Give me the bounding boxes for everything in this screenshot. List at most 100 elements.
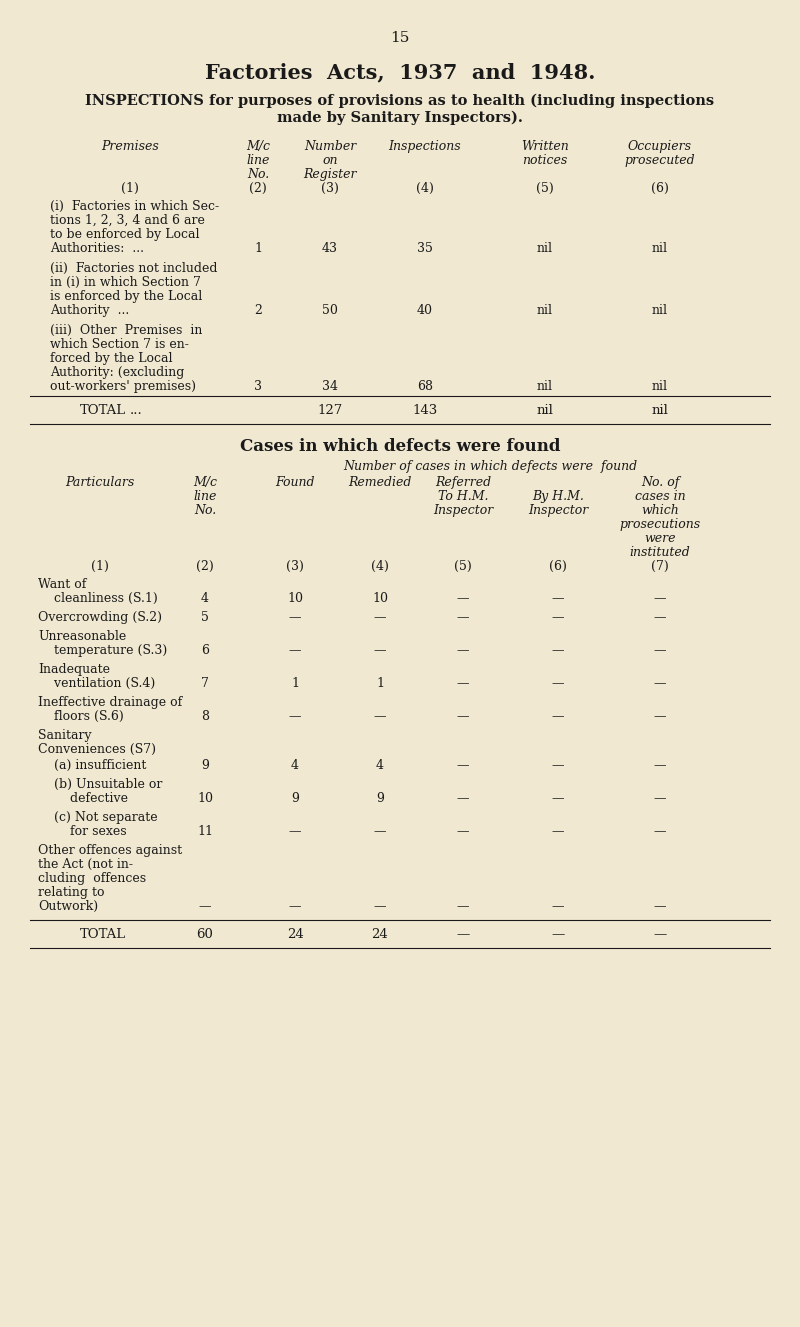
Text: nil: nil [651, 403, 669, 417]
Text: on: on [322, 154, 338, 167]
Text: is enforced by the Local: is enforced by the Local [50, 291, 202, 303]
Text: 9: 9 [201, 759, 209, 772]
Text: —: — [654, 644, 666, 657]
Text: 9: 9 [291, 792, 299, 805]
Text: To H.M.: To H.M. [438, 490, 488, 503]
Text: —: — [552, 825, 564, 837]
Text: 7: 7 [201, 677, 209, 690]
Text: prosecutions: prosecutions [619, 518, 701, 531]
Text: Authorities:  ...: Authorities: ... [50, 242, 144, 255]
Text: ...: ... [130, 403, 142, 417]
Text: for sexes: for sexes [38, 825, 126, 837]
Text: —: — [289, 610, 302, 624]
Text: were: were [644, 532, 676, 545]
Text: 143: 143 [412, 403, 438, 417]
Text: 10: 10 [197, 792, 213, 805]
Text: Cases in which defects were found: Cases in which defects were found [240, 438, 560, 455]
Text: Number of cases in which defects were  found: Number of cases in which defects were fo… [343, 460, 637, 472]
Text: —: — [654, 928, 666, 941]
Text: defective: defective [38, 792, 128, 805]
Text: —: — [289, 644, 302, 657]
Text: cluding  offences: cluding offences [38, 872, 146, 885]
Text: Outwork): Outwork) [38, 900, 98, 913]
Text: No.: No. [247, 169, 269, 180]
Text: to be enforced by Local: to be enforced by Local [50, 228, 199, 242]
Text: 43: 43 [322, 242, 338, 255]
Text: Want of: Want of [38, 579, 86, 591]
Text: 1: 1 [291, 677, 299, 690]
Text: (6): (6) [651, 182, 669, 195]
Text: —: — [552, 644, 564, 657]
Text: —: — [654, 710, 666, 723]
Text: (1): (1) [91, 560, 109, 573]
Text: Inspections: Inspections [389, 141, 462, 153]
Text: Other offences against: Other offences against [38, 844, 182, 857]
Text: —: — [654, 900, 666, 913]
Text: relating to: relating to [38, 886, 105, 898]
Text: 10: 10 [287, 592, 303, 605]
Text: prosecuted: prosecuted [625, 154, 695, 167]
Text: Particulars: Particulars [66, 476, 134, 490]
Text: nil: nil [652, 380, 668, 393]
Text: —: — [457, 792, 470, 805]
Text: Overcrowding (S.2): Overcrowding (S.2) [38, 610, 162, 624]
Text: 60: 60 [197, 928, 214, 941]
Text: 1: 1 [376, 677, 384, 690]
Text: line: line [194, 490, 217, 503]
Text: nil: nil [652, 242, 668, 255]
Text: out-workers' premises): out-workers' premises) [50, 380, 196, 393]
Text: TOTAL: TOTAL [80, 928, 126, 941]
Text: notices: notices [522, 154, 568, 167]
Text: (6): (6) [549, 560, 567, 573]
Text: —: — [654, 825, 666, 837]
Text: M/c: M/c [246, 141, 270, 153]
Text: temperature (S.3): temperature (S.3) [38, 644, 167, 657]
Text: —: — [374, 610, 386, 624]
Text: —: — [456, 928, 470, 941]
Text: the Act (not in-: the Act (not in- [38, 859, 133, 871]
Text: (4): (4) [371, 560, 389, 573]
Text: 24: 24 [372, 928, 388, 941]
Text: —: — [374, 900, 386, 913]
Text: 24: 24 [286, 928, 303, 941]
Text: 3: 3 [254, 380, 262, 393]
Text: 4: 4 [201, 592, 209, 605]
Text: Remedied: Remedied [348, 476, 412, 490]
Text: nil: nil [537, 242, 553, 255]
Text: TOTAL: TOTAL [80, 403, 126, 417]
Text: —: — [457, 825, 470, 837]
Text: (5): (5) [536, 182, 554, 195]
Text: (b) Unsuitable or: (b) Unsuitable or [38, 778, 162, 791]
Text: made by Sanitary Inspectors).: made by Sanitary Inspectors). [277, 111, 523, 125]
Text: 68: 68 [417, 380, 433, 393]
Text: Referred: Referred [435, 476, 491, 490]
Text: 34: 34 [322, 380, 338, 393]
Text: M/c: M/c [193, 476, 217, 490]
Text: Conveniences (S7): Conveniences (S7) [38, 743, 156, 756]
Text: Found: Found [275, 476, 314, 490]
Text: 11: 11 [197, 825, 213, 837]
Text: 2: 2 [254, 304, 262, 317]
Text: —: — [552, 592, 564, 605]
Text: (iii)  Other  Premises  in: (iii) Other Premises in [50, 324, 202, 337]
Text: —: — [552, 677, 564, 690]
Text: 6: 6 [201, 644, 209, 657]
Text: 4: 4 [376, 759, 384, 772]
Text: —: — [457, 710, 470, 723]
Text: —: — [457, 759, 470, 772]
Text: 1: 1 [254, 242, 262, 255]
Text: —: — [457, 677, 470, 690]
Text: Written: Written [521, 141, 569, 153]
Text: —: — [289, 825, 302, 837]
Text: 127: 127 [318, 403, 342, 417]
Text: (ii)  Factories not included: (ii) Factories not included [50, 261, 218, 275]
Text: (4): (4) [416, 182, 434, 195]
Text: No. of: No. of [641, 476, 679, 490]
Text: —: — [654, 610, 666, 624]
Text: —: — [552, 759, 564, 772]
Text: (c) Not separate: (c) Not separate [38, 811, 158, 824]
Text: (5): (5) [454, 560, 472, 573]
Text: tions 1, 2, 3, 4 and 6 are: tions 1, 2, 3, 4 and 6 are [50, 214, 205, 227]
Text: nil: nil [537, 403, 554, 417]
Text: nil: nil [652, 304, 668, 317]
